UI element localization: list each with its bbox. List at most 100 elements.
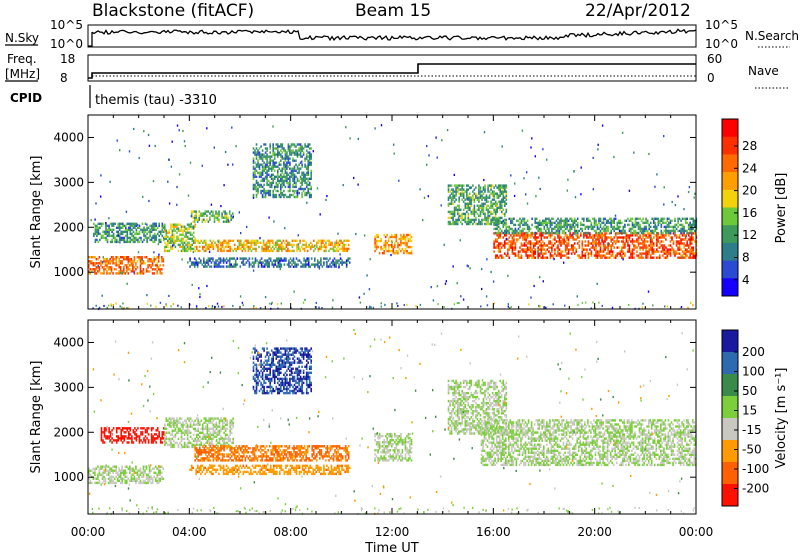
power-cell [656,218,658,220]
power-cell [630,257,632,259]
power-cell [150,264,152,266]
velocity-cell [109,468,111,470]
power-cell [574,233,575,235]
power-cell [223,305,224,307]
power-cell [288,149,290,151]
velocity-cell [102,441,104,443]
power-cell [498,236,500,238]
power-cell [96,233,98,235]
power-cell [128,260,130,262]
power-cell [304,244,306,246]
power-cell [569,232,571,234]
power-cell [208,210,210,212]
velocity-cell [148,439,150,441]
power-cell [493,228,495,230]
velocity-cell [154,437,156,439]
power-cell [630,218,632,220]
power-cell [297,259,299,261]
power-cell [140,270,142,272]
velocity-cell [116,427,118,429]
power-cell [329,257,331,259]
power-cell [504,252,506,254]
power-cell [674,224,676,226]
power-cell [455,219,457,221]
power-cell [279,168,281,170]
power-cell [551,246,553,248]
power-cell [93,262,95,264]
power-cell [509,257,511,259]
power-cell [388,244,390,246]
power-cell [175,230,177,232]
power-cell [298,180,300,182]
power-cell [317,187,318,189]
power-cell [314,245,315,247]
velocity-cell [97,482,99,484]
power-cell [182,130,183,132]
power-cell [501,257,503,259]
power-cell [119,241,120,243]
power-cell [472,211,474,213]
power-cell [194,240,196,242]
power-cell [260,172,262,174]
power-cell [199,215,201,217]
power-cell [486,295,487,297]
power-cell [644,222,646,224]
power-cell [254,188,256,190]
power-cell [324,240,326,242]
power-cell [151,225,153,227]
velocity-cell [125,431,127,433]
power-cell [461,199,463,201]
power-cell [191,261,193,263]
power-cell [336,248,338,250]
power-cell [194,224,196,226]
power-cell [641,257,643,259]
velocity-cell [135,478,137,480]
velocity-cell [94,468,96,470]
power-cell [501,246,503,248]
power-cell [308,257,310,259]
power-cell [503,244,505,246]
power-cell [394,252,396,254]
velocity-cell [131,474,133,476]
power-cell [571,218,573,220]
power-cell [304,143,306,145]
power-cell [133,223,135,225]
power-cell [579,230,581,232]
power-cell [662,232,664,234]
power-cell [249,246,251,248]
power-cell [239,240,241,242]
power-cell [626,232,628,234]
velocity-cell [99,472,101,474]
velocity-cell [153,476,155,478]
power-cell [265,296,266,298]
power-cell [493,240,495,242]
power-cell [112,260,114,262]
power-cell [544,248,546,250]
power-cell [235,259,237,261]
power-cell [465,199,467,201]
power-cell [457,211,459,213]
power-cell [145,235,147,237]
velocity-cell [163,478,165,480]
power-cell [291,168,293,170]
power-cell [321,240,323,242]
power-cell [629,190,630,192]
power-cell [137,227,139,229]
power-cell [152,268,154,270]
power-cell [607,257,609,259]
power-cell [651,246,653,248]
power-cell [137,256,139,258]
velocity-cell [112,482,114,484]
power-cell [133,231,135,233]
power-cell [559,248,561,250]
power-cell [618,232,620,234]
power-cell [320,257,322,259]
velocity-cell [138,482,140,484]
power-cell [304,299,305,301]
power-cell [343,261,345,263]
power-cell [148,231,150,233]
power-cell [592,246,594,248]
power-cell [237,263,239,265]
power-cell [544,257,546,259]
power-cell [671,246,673,248]
